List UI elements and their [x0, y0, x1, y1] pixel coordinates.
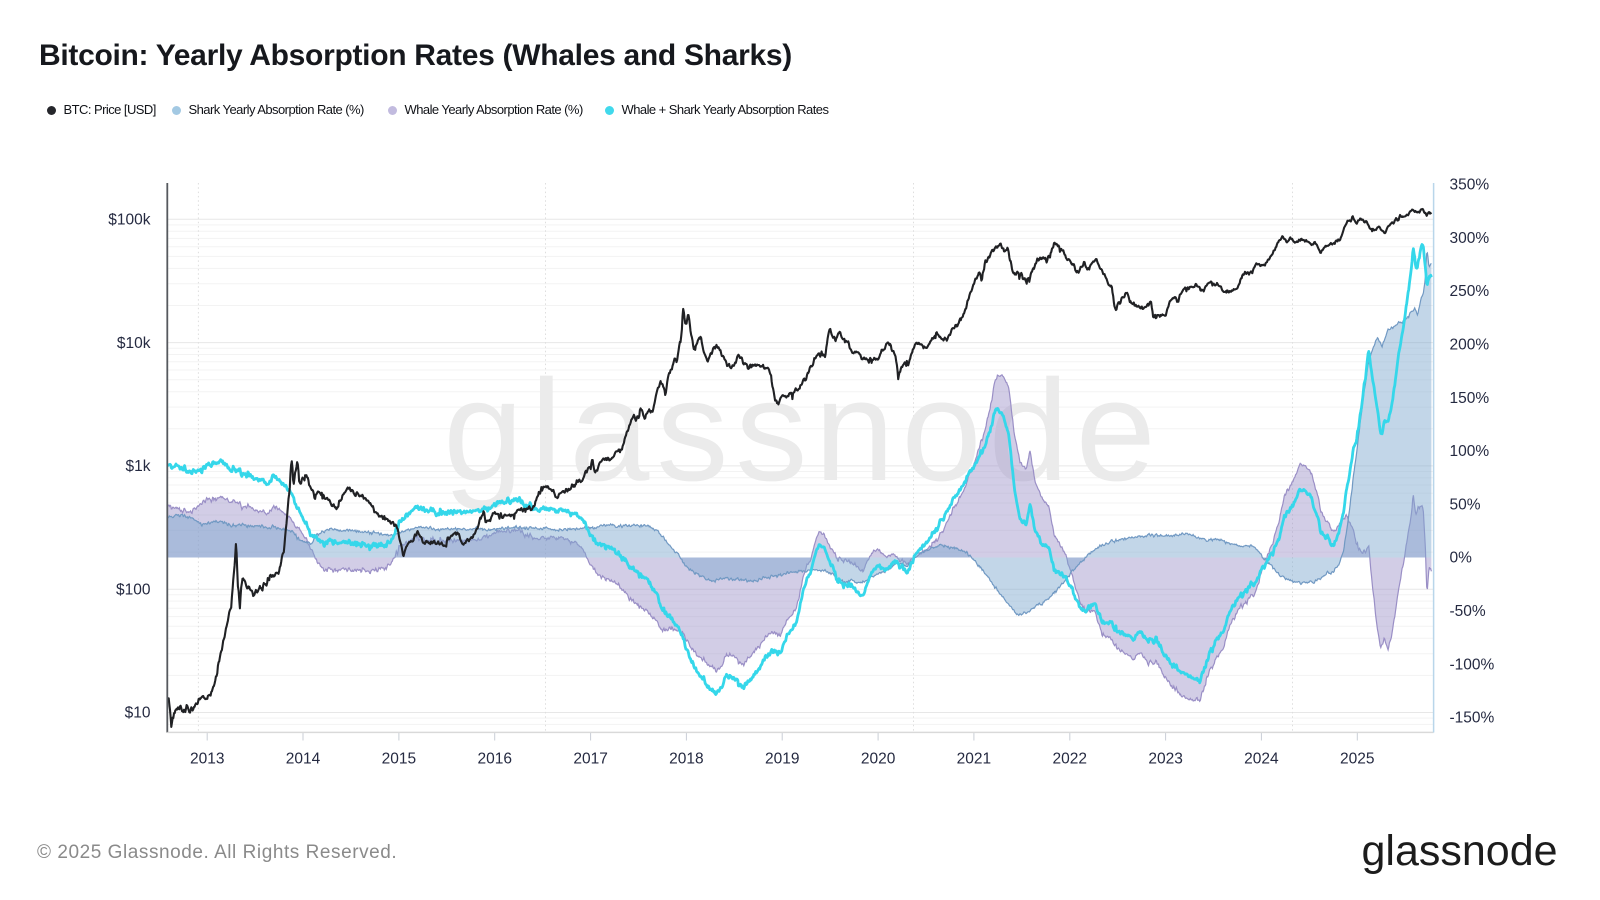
svg-text:150%: 150% — [1450, 390, 1490, 407]
svg-text:glassnode: glassnode — [443, 350, 1163, 511]
svg-text:250%: 250% — [1450, 283, 1490, 300]
svg-text:-100%: -100% — [1450, 656, 1495, 673]
svg-text:$100k: $100k — [108, 212, 150, 229]
svg-text:2022: 2022 — [1053, 751, 1087, 768]
svg-text:2019: 2019 — [765, 751, 799, 768]
svg-text:2013: 2013 — [190, 751, 224, 768]
svg-text:2016: 2016 — [477, 751, 511, 768]
svg-text:$10: $10 — [125, 705, 151, 722]
svg-text:2024: 2024 — [1244, 751, 1279, 768]
svg-text:$10k: $10k — [117, 335, 151, 352]
svg-text:50%: 50% — [1450, 496, 1481, 513]
svg-text:-50%: -50% — [1450, 603, 1486, 620]
svg-text:2020: 2020 — [861, 751, 896, 768]
svg-text:2014: 2014 — [286, 751, 321, 768]
svg-text:2018: 2018 — [669, 751, 703, 768]
svg-text:-150%: -150% — [1450, 710, 1495, 727]
svg-text:$1k: $1k — [126, 458, 151, 475]
svg-text:2021: 2021 — [957, 751, 991, 768]
svg-text:2023: 2023 — [1148, 751, 1182, 768]
svg-text:2025: 2025 — [1340, 751, 1374, 768]
svg-text:350%: 350% — [1450, 177, 1490, 194]
svg-text:200%: 200% — [1450, 337, 1490, 354]
svg-text:2015: 2015 — [382, 751, 416, 768]
svg-text:100%: 100% — [1450, 443, 1490, 460]
svg-text:300%: 300% — [1450, 230, 1490, 247]
svg-text:0%: 0% — [1450, 550, 1473, 567]
svg-text:$100: $100 — [116, 581, 151, 598]
svg-text:2017: 2017 — [573, 751, 607, 768]
